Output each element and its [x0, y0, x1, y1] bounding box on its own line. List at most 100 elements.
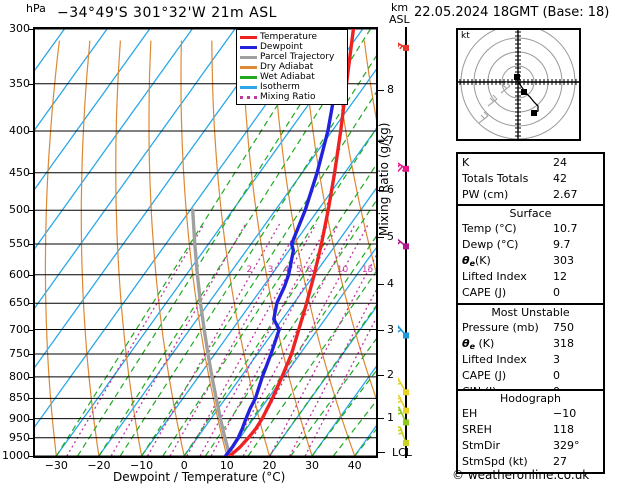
surface-parcel-table: Surface Temp (°C) 10.7 Dewp (°C) 9.7 θe(K) 303… [456, 204, 605, 321]
stability-index-value: 42 [553, 172, 567, 185]
legend-item-wet-adiabat: Wet Adiabat [240, 72, 345, 82]
hodograph-stat-key: EH [462, 407, 478, 420]
wet-adiabat-25 [290, 338, 376, 456]
surface-parcel-key: CAPE (J) [462, 286, 507, 299]
stability-index-value: 24 [553, 156, 567, 169]
height-tick-label: 8 [387, 82, 394, 96]
hodograph-stat-key: StmDir [462, 439, 501, 452]
legend-item-label: Isotherm [260, 82, 300, 92]
pressure-tick-mark [28, 210, 33, 212]
mixing-ratio-3 [169, 223, 302, 456]
hodograph-stat-row: StmSpd (kt) 27 [458, 454, 603, 470]
legend-item-label: Dewpoint [260, 42, 303, 52]
most-unstable-key: CAPE (J) [462, 369, 507, 382]
most-unstable-row: Pressure (mb) 750 [458, 320, 603, 336]
surface-parcel-value: 0 [553, 286, 560, 299]
dry-adiabat-50 [302, 40, 376, 400]
pressure-tick-mark [28, 329, 33, 331]
wind-barb [386, 234, 409, 250]
legend-swatch-icon [240, 85, 257, 89]
legend-swatch-icon [240, 45, 257, 49]
height-tick-label: 5 [387, 230, 394, 244]
most-unstable-key: Lifted Index [462, 353, 527, 366]
temperature-tick-label: −30 [44, 459, 68, 472]
temperature-tick-label: 0 [180, 459, 188, 472]
hodograph-stat-key: SREH [462, 423, 492, 436]
pressure-tick-label: 1000 [2, 449, 30, 462]
legend-item-isotherm: Isotherm [240, 82, 345, 92]
hodograph-stat-key: StmSpd (kt) [462, 455, 528, 468]
isotherm--80 [35, 29, 151, 190]
height-tick-mark [378, 140, 384, 142]
pressure-tick-label: 900 [9, 411, 30, 425]
height-tick-label: 4 [387, 277, 394, 291]
wet-adiabat-20 [268, 304, 376, 456]
mixing-ratio-label: 10 [337, 265, 349, 275]
legend-swatch-icon [240, 95, 257, 99]
pressure-tick-mark [28, 398, 33, 400]
hodograph-stat-row: SREH 118 [458, 422, 603, 438]
pressure-tick-mark [28, 243, 33, 245]
pressure-tick-label: 950 [9, 430, 30, 444]
pressure-tick-mark [28, 29, 33, 30]
surface-parcel-value: 9.7 [553, 238, 571, 251]
temperature-tick-label: 30 [305, 459, 320, 472]
stability-index-key: K [462, 156, 470, 169]
pressure-tick-mark [28, 172, 33, 174]
model-run-title: 22.05.2024 18GMT (Base: 18) [414, 5, 610, 20]
legend-item-mixing-ratio: Mixing Ratio [240, 92, 345, 102]
station-title: −34°49'S 301°32'W 21m ASL [57, 5, 277, 21]
pressure-tick-label: 450 [9, 165, 30, 179]
wind-barb-column [385, 27, 448, 458]
hodograph-stat-row: StmDir 329° [458, 438, 603, 454]
most-unstable-key: Pressure (mb) [462, 321, 539, 334]
hodograph-stat-value: 27 [553, 455, 567, 468]
surface-parcel-key: Lifted Index [462, 270, 527, 283]
legend-swatch-icon [240, 75, 257, 79]
mixing-ratio-label: 6 [306, 265, 312, 275]
wind-barb [387, 321, 409, 339]
height-tick-mark [378, 284, 384, 286]
hodograph-stat-row: EH −10 [458, 406, 603, 422]
height-axis-unit-label: km [391, 1, 409, 14]
height-tick-label: 6 [387, 182, 394, 196]
temperature-tick-label: 40 [347, 459, 362, 472]
legend-swatch-icon [240, 55, 257, 59]
temperature-tick-label: 20 [262, 459, 277, 472]
most-unstable-key: θe (K) [462, 337, 495, 351]
temperature-curve [228, 29, 356, 456]
legend-item-parcel-trajectory: Parcel Trajectory [240, 52, 345, 62]
stability-index-key: Totals Totals [462, 172, 529, 185]
isotherm--60 [35, 29, 236, 309]
mixing-ratio-20 [289, 289, 376, 456]
hodograph-canvas [458, 23, 579, 141]
dry-adiabat--10 [115, 40, 143, 456]
hodograph-plot: kt [456, 23, 581, 141]
hodograph-stats-table: Hodograph EH −10 SREH 118 StmDir 329° StmSpd (k… [456, 389, 605, 474]
height-tick-label: 1 [387, 411, 394, 425]
hodograph-unit-label: kt [461, 31, 470, 41]
height-axis-asl-label: ASL [389, 13, 410, 26]
mixing-ratio-labels: 2345610152025 [246, 265, 373, 275]
pressure-tick-label: 300 [9, 22, 30, 35]
height-tick-label: 7 [387, 133, 394, 147]
temperature-tick-label: −10 [129, 459, 154, 472]
temperature-tick-label: 10 [219, 459, 234, 472]
pressure-tick-label: 800 [9, 369, 30, 383]
skewt-canvas: 2345610152025 [35, 29, 376, 456]
pressure-tick-mark [28, 131, 33, 133]
mixing-ratio-4 [186, 223, 317, 456]
pressure-tick-mark [28, 456, 33, 457]
surface-parcel-row: Lifted Index 12 [458, 269, 603, 285]
mixing-ratio-label: 5 [296, 265, 302, 275]
height-tick-mark [378, 418, 384, 420]
most-unstable-value: 750 [553, 321, 574, 334]
dry-adiabat-30 [241, 40, 313, 456]
surface-parcel-value: 10.7 [553, 222, 578, 235]
copyright-notice: © weatheronline.co.uk [452, 468, 590, 482]
surface-parcel-value: 12 [553, 270, 567, 283]
isotherm--70 [35, 29, 193, 250]
pressure-tick-label: 700 [9, 322, 30, 336]
height-tick-mark [378, 189, 384, 191]
surface-parcel-title: Surface [509, 207, 552, 220]
